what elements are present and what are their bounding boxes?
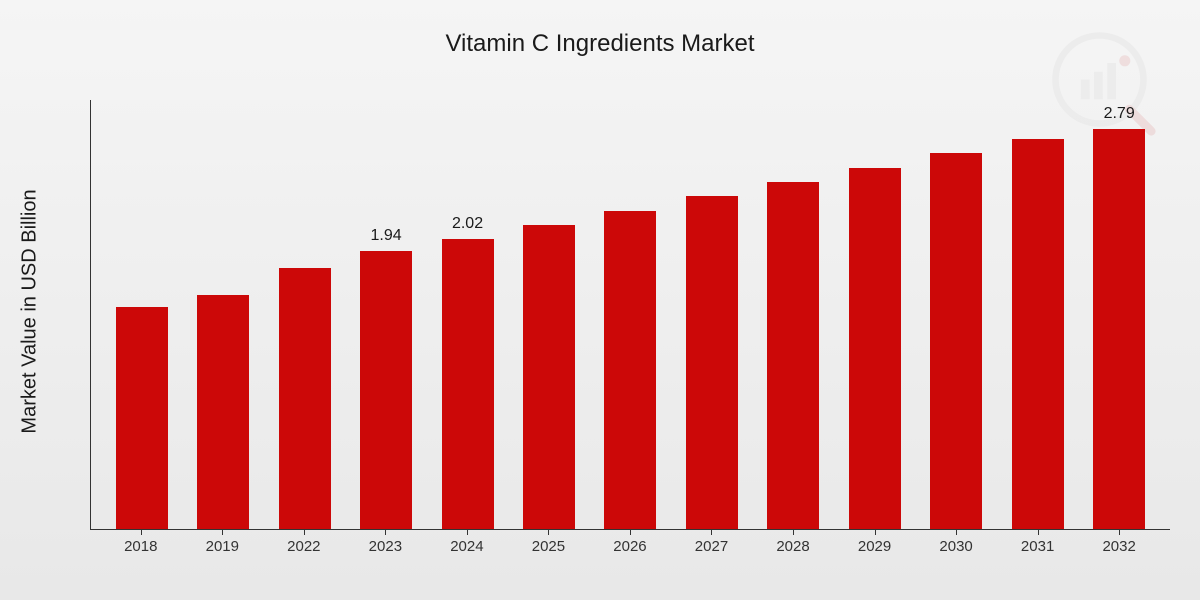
bar-rect (1093, 129, 1145, 529)
bar-rect (523, 225, 575, 529)
x-tick-label: 2019 (206, 538, 239, 555)
x-tick-2022: 2022 (273, 530, 335, 570)
bar-2022 (274, 244, 336, 529)
x-tick-2023: 2023 (354, 530, 416, 570)
x-tick-label: 2031 (1021, 538, 1054, 555)
bar-2028 (762, 158, 824, 529)
x-tick-label: 2026 (613, 538, 646, 555)
bar-2032: 2.79 (1088, 105, 1150, 529)
bar-rect (849, 168, 901, 529)
x-tick-label: 2024 (450, 538, 483, 555)
x-tick-label: 2030 (939, 538, 972, 555)
bar-2024: 2.02 (437, 215, 499, 529)
bar-2023: 1.94 (355, 227, 417, 529)
bar-rect (116, 307, 168, 529)
x-tick-label: 2032 (1102, 538, 1135, 555)
x-tick-label: 2029 (858, 538, 891, 555)
x-tick-2030: 2030 (925, 530, 987, 570)
x-tick-2018: 2018 (110, 530, 172, 570)
x-axis: 2018 2019 2022 2023 2024 2025 2026 2027 2028 2029… (90, 530, 1170, 570)
bar-2031 (1007, 115, 1069, 529)
x-tick-label: 2022 (287, 538, 320, 555)
bar-rect (930, 153, 982, 529)
x-tick-2019: 2019 (191, 530, 253, 570)
x-tick-2028: 2028 (762, 530, 824, 570)
bar-rect (1012, 139, 1064, 529)
y-axis-label: Market Value in USD Billion (19, 189, 42, 433)
bar-value-label: 2.79 (1104, 105, 1135, 125)
plot-area: 1.94 2.02 2.79 (90, 100, 1170, 530)
bar-value-label: 2.02 (452, 215, 483, 235)
bar-rect (442, 239, 494, 529)
bar-rect (686, 196, 738, 529)
bar-rect (197, 295, 249, 529)
bar-rect (279, 268, 331, 529)
x-tick-2029: 2029 (844, 530, 906, 570)
chart-title: Vitamin C Ingredients Market (445, 30, 754, 58)
x-tick-label: 2018 (124, 538, 157, 555)
x-tick-2032: 2032 (1088, 530, 1150, 570)
x-tick-label: 2027 (695, 538, 728, 555)
x-tick-label: 2023 (369, 538, 402, 555)
bar-rect (767, 182, 819, 529)
bar-2030 (925, 129, 987, 529)
x-tick-2027: 2027 (680, 530, 742, 570)
bar-rect (360, 251, 412, 529)
bar-2018 (111, 283, 173, 529)
x-tick-2031: 2031 (1007, 530, 1069, 570)
bar-2027 (681, 172, 743, 529)
bar-2019 (192, 271, 254, 529)
x-tick-label: 2028 (776, 538, 809, 555)
bar-2029 (844, 144, 906, 529)
x-tick-2024: 2024 (436, 530, 498, 570)
bar-2026 (599, 187, 661, 529)
bar-2025 (518, 201, 580, 529)
bar-rect (604, 211, 656, 529)
x-tick-2026: 2026 (599, 530, 661, 570)
bar-value-label: 1.94 (371, 227, 402, 247)
x-tick-2025: 2025 (517, 530, 579, 570)
bars-container: 1.94 2.02 2.79 (91, 100, 1170, 529)
x-tick-label: 2025 (532, 538, 565, 555)
